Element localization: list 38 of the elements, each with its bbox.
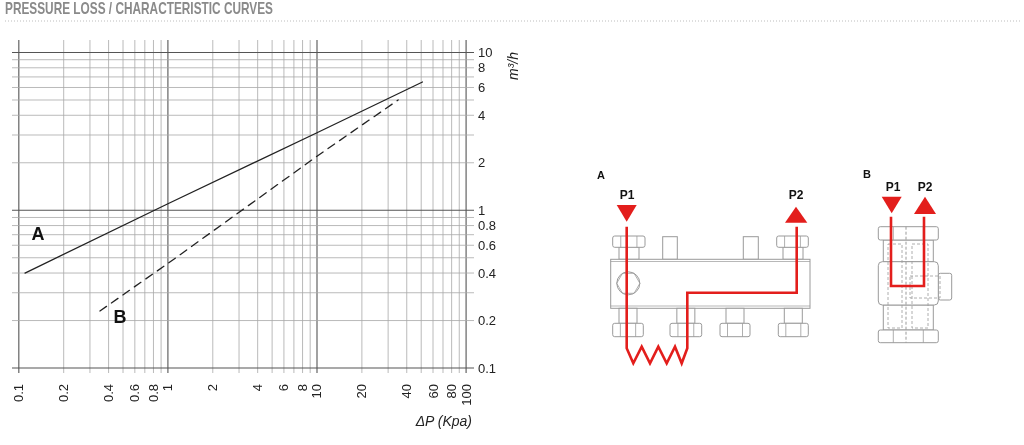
- x-tick-label: 8: [295, 384, 311, 392]
- x-tick-label: 0.1: [11, 384, 27, 403]
- x-tick-label: 0.2: [56, 384, 72, 403]
- x-axis-title: ΔP (Kpa): [414, 413, 472, 429]
- x-tick-label: 20: [354, 384, 370, 399]
- y-tick-label: 2: [478, 155, 486, 171]
- y-tick-label: 0.1: [478, 360, 497, 376]
- x-tick-label: 0.6: [127, 384, 143, 403]
- x-tick-label: 0.4: [101, 384, 117, 403]
- chart-title: PRESSURE LOSS / CHARACTERISTIC CURVES: [5, 0, 273, 18]
- y-tick-label: 1: [478, 202, 486, 218]
- text: A: [597, 169, 606, 181]
- x-tick-label: 60: [425, 384, 441, 399]
- x-tick-label: 40: [399, 384, 415, 399]
- text: P1: [885, 180, 901, 194]
- x-tick-label: 10: [309, 384, 325, 399]
- y-axis-title: m³/h: [505, 51, 521, 80]
- y-tick-label: 6: [478, 79, 486, 95]
- text: P2: [788, 188, 804, 202]
- y-tick-label: 0.6: [478, 237, 497, 253]
- y-tick-label: 10: [478, 44, 493, 60]
- x-tick-label: 2: [205, 384, 221, 392]
- y-tick-label: 8: [478, 60, 486, 76]
- y-tick-label: 0.8: [478, 218, 497, 234]
- y-tick-label: 4: [478, 107, 486, 123]
- x-tick-label: 100: [458, 384, 474, 406]
- x-tick-label: 80: [444, 384, 460, 399]
- x-tick-label: 0.8: [145, 384, 161, 403]
- series-label: B: [113, 306, 127, 327]
- x-tick-label: 1: [160, 384, 176, 392]
- text: B: [863, 168, 872, 180]
- x-tick-label: 6: [276, 384, 292, 392]
- y-tick-label: 0.2: [478, 313, 497, 329]
- y-tick-label: 0.4: [478, 265, 497, 281]
- text: P1: [619, 188, 635, 202]
- text: P2: [917, 180, 933, 194]
- series-label: A: [31, 224, 45, 245]
- x-tick-label: 4: [250, 384, 266, 392]
